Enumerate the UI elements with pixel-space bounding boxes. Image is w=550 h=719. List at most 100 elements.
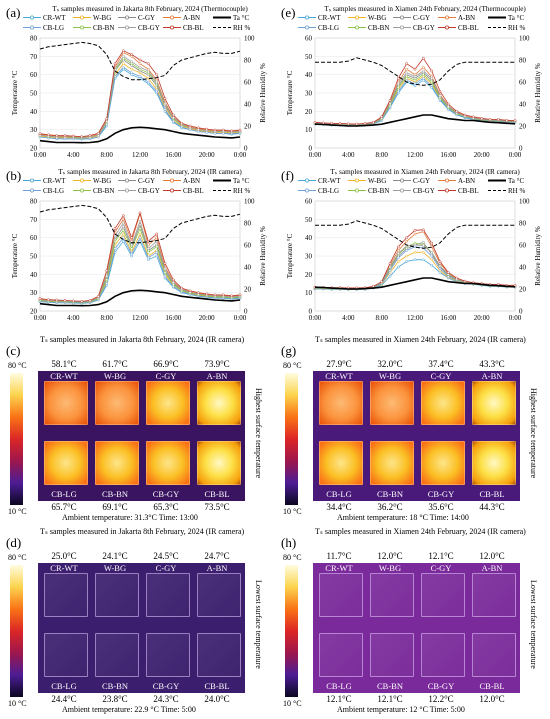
y2-tick-label: 0 <box>244 308 248 316</box>
y2-axis-label: Relative Humidity % <box>259 226 267 286</box>
legend-label: CR-WT <box>318 177 341 185</box>
data-point <box>321 121 325 125</box>
legend-marker <box>304 188 309 193</box>
data-point <box>355 122 359 126</box>
y2-tick-label: 60 <box>244 79 252 87</box>
sample-label-top: A-BN <box>206 371 228 381</box>
legend-label: Ta °C <box>508 177 524 185</box>
panel-label: (c) <box>6 343 21 358</box>
thermal-title: Tₛ samples measured in Xiamen 24th Febru… <box>315 335 526 344</box>
sample-label-bottom: CB-LG <box>51 681 77 691</box>
sample-tile <box>472 441 516 485</box>
legend-marker <box>169 188 174 193</box>
sample-label-top: C-GY <box>155 563 177 573</box>
x-tick-label: 8:00 <box>100 151 113 159</box>
data-point <box>221 128 225 132</box>
data-point <box>396 265 400 269</box>
data-point <box>488 118 492 121</box>
data-point <box>130 71 134 75</box>
y2-tick-label: 20 <box>519 286 527 294</box>
x-tick-label: 20:00 <box>199 151 215 159</box>
data-point <box>188 289 192 293</box>
sample-tile <box>146 573 190 617</box>
x-tick-label: 12:00 <box>132 314 148 322</box>
data-point <box>113 227 117 230</box>
data-point <box>171 113 175 117</box>
sample-tile <box>319 633 363 677</box>
legend-marker <box>80 188 85 193</box>
temp-value-top: 37.4°C <box>428 359 454 369</box>
data-point <box>138 211 142 215</box>
data-point <box>188 124 192 128</box>
thermal-panel: (h) Tₛ samples measured in Xiamen 24th Fe… <box>275 525 550 715</box>
data-point <box>155 245 159 249</box>
data-point <box>96 294 100 298</box>
sample-label-bottom: CB-BL <box>479 489 505 499</box>
data-point <box>146 247 150 251</box>
series-line <box>39 212 241 302</box>
data-point <box>396 245 400 249</box>
x-tick-label: 4:00 <box>67 151 80 159</box>
data-point <box>155 232 159 236</box>
legend-marker <box>169 178 174 183</box>
y-tick-label: 0 <box>309 145 313 153</box>
data-point <box>421 76 425 80</box>
sample-label-bottom: CB-GY <box>152 489 180 499</box>
legend-label: CB-BL <box>183 24 204 32</box>
data-point <box>421 65 425 69</box>
data-point <box>130 67 134 71</box>
series-line <box>314 277 516 290</box>
thermal-title: Tₛ samples measured in Jakarta 8th Febru… <box>40 527 245 536</box>
data-point <box>171 278 175 282</box>
data-point <box>455 109 459 113</box>
y-tick-label: 40 <box>30 271 38 279</box>
sample-label-top: A-BN <box>206 563 228 573</box>
data-point <box>163 261 167 265</box>
temp-value-bottom: 12.1°C <box>326 694 352 704</box>
y-axis-label: Temperature °C <box>11 70 19 115</box>
x-tick-label: 12:00 <box>132 151 148 159</box>
data-point <box>413 67 417 71</box>
y2-axis-label: Relative Humidity % <box>534 226 542 286</box>
data-point <box>180 286 184 290</box>
data-point <box>121 49 125 53</box>
data-point <box>163 102 167 106</box>
temp-value-bottom: 35.6°C <box>428 502 454 512</box>
sample-label-bottom: CB-BN <box>102 681 128 691</box>
panel-label: (e) <box>281 5 295 20</box>
data-point <box>163 274 167 278</box>
temp-value-top: 61.7°C <box>102 359 128 369</box>
data-point <box>130 236 134 240</box>
sample-label-top: W-BG <box>378 563 402 573</box>
series-line <box>39 227 241 303</box>
legend-marker <box>80 25 85 30</box>
temp-value-top: 24.5°C <box>153 551 179 561</box>
y-tick-label: 60 <box>305 198 313 206</box>
sample-tile <box>146 381 190 425</box>
data-point <box>446 104 450 108</box>
legend-marker <box>400 188 405 193</box>
data-point <box>146 62 150 66</box>
series-line <box>315 57 515 86</box>
y2-tick-label: 60 <box>519 242 527 250</box>
data-point <box>405 78 409 82</box>
thermal-title: Tₛ samples measured in Xiamen 24th Febru… <box>315 527 526 536</box>
sample-label-top: CR-WT <box>50 563 78 573</box>
data-point <box>130 252 134 256</box>
data-point <box>80 135 84 138</box>
x-tick-label: 0:00 <box>34 151 47 159</box>
legend-label: A-BN <box>183 177 200 185</box>
side-label: Highest surface temperature <box>254 388 263 479</box>
legend-label: CR-WT <box>43 14 66 22</box>
data-point <box>138 75 142 78</box>
data-point <box>230 129 234 133</box>
sample-tile <box>370 441 414 485</box>
x-tick-label: 8:00 <box>100 314 113 322</box>
data-point <box>121 239 125 243</box>
y-tick-label: 20 <box>30 308 38 316</box>
chart-title: Tₛ samples measured in Xiamen 24th Febru… <box>330 168 520 176</box>
data-point <box>138 219 142 223</box>
y-tick-label: 0 <box>309 308 313 316</box>
y2-tick-label: 0 <box>519 145 523 153</box>
series-line <box>314 242 515 290</box>
